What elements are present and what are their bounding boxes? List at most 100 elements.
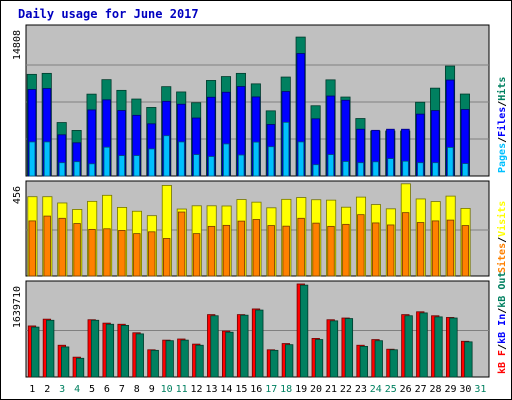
hits-bar-pages [58,162,66,177]
kbytes-bar-kb-out [389,349,398,378]
visits-bar-sites [282,225,290,277]
hits-bar-pages [417,162,424,177]
hits-bar-pages [88,163,96,177]
kbytes-bar-kb-out [285,344,294,378]
hits-bar-pages [372,161,379,177]
visits-bar-sites [401,212,410,277]
kbytes-bar-kb-out [135,333,144,378]
kbytes-legend-item-0: kB F [497,350,508,374]
hits-legend-item-0: Pages [497,143,508,173]
visits-bar-sites [192,233,201,277]
visits-bar-sites [88,228,96,277]
x-tick-label: 6 [104,384,110,395]
kbytes-bar-kb-out [180,339,189,378]
visits-bar-sites [237,220,246,277]
visits-bar-sites [207,225,216,277]
hits-legend: Pages/Files/Hits [496,77,508,173]
hits-bar-pages [208,156,215,177]
x-tick-label: 28 [430,384,442,395]
hits-legend-item-2: Files [496,107,508,137]
x-tick-label: 21 [325,384,337,395]
hits-ymax-label: 14808 [12,30,23,60]
x-tick-label: 20 [310,384,322,395]
visits-bar-sites [177,211,186,277]
x-tick-label: 27 [415,384,427,395]
visits-bar-sites [312,222,320,277]
visits-bar-sites [297,217,305,277]
kbytes-bar-kb-out [359,345,368,378]
kbytes-bar-kb-out [105,323,115,378]
kbytes-bar-kb-out [449,317,458,378]
kbytes-bar-kb-out [344,318,354,378]
kbytes-bar-kb-out [255,309,264,378]
kbytes-bar-kb-out [75,357,85,378]
visits-bar-sites [58,217,66,277]
hits-bar-pages [327,154,335,177]
x-tick-label: 13 [205,384,217,395]
hits-legend-item-4: Hits [496,77,508,101]
visits-bar-sites [118,229,126,277]
hits-bar-pages [312,164,320,177]
x-tick-label: 24 [370,384,382,395]
x-tick-label: 23 [355,384,367,395]
kbytes-legend-item-4: kB Out [497,272,508,308]
hits-bar-pages [73,161,81,177]
kbytes-bar-kb-out [434,316,443,378]
kbytes-bar-kb-out [90,319,100,378]
kbytes-bar-kb-out [165,340,174,378]
x-tick-label: 7 [119,384,125,395]
x-tick-label: 25 [385,384,397,395]
visits-bar-sites [446,219,455,277]
hits-bar-pages [118,155,125,177]
visits-bar-sites [372,222,380,277]
kbytes-bar-kb-out [150,349,159,378]
kbytes-bar-kb-out [31,326,40,378]
x-tick-label: 1 [29,384,35,395]
hits-bar-pages [267,146,275,177]
visits-legend-item-1: / [497,237,508,243]
hits-bar-pages [163,135,170,177]
kbytes-ymax-label: 1639710 [12,286,23,328]
hits-bar-pages [462,163,469,177]
kbytes-legend-item-3: / [497,308,508,314]
x-tick-label: 15 [235,384,247,395]
x-tick-label: 31 [474,384,486,395]
x-tick-label: 12 [191,384,203,395]
hits-bar-pages [297,141,305,177]
kbytes-bar-kb-out [329,320,339,378]
x-tick-label: 11 [176,384,188,395]
visits-bar-sites [222,224,231,277]
hits-bar-pages [252,141,260,177]
hits-bar-pages [432,162,439,177]
x-tick-label: 3 [59,384,65,395]
visits-bar-sites [342,223,350,277]
hits-legend-item-3: / [497,101,508,107]
kbytes-bar-kb-out [120,324,130,378]
kbytes-bar-kb-out [419,312,428,378]
visits-bar-sites [148,231,156,277]
x-tick-label: 9 [149,384,155,395]
kbytes-bar-kb-out [61,346,70,378]
visits-bar-sites [267,225,275,277]
visits-bar-sites [387,224,395,277]
chart-title: Daily usage for June 2017 [18,7,199,21]
visits-bar-sites [43,215,51,277]
hits-bar-pages [148,148,155,177]
x-tick-label: 2 [44,384,50,395]
hits-legend-item-1: / [497,137,508,143]
x-tick-label: 14 [220,384,232,395]
visits-bar-sites [103,228,111,277]
visits-legend: Sites/Visits [496,201,508,273]
x-tick-label: 18 [280,384,292,395]
visits-legend-item-0: Sites [496,243,508,273]
visits-bar-sites [416,222,425,277]
hits-bar-pages [237,154,245,177]
kbytes-bar-kb-out [225,331,234,378]
visits-bar-sites [73,223,81,277]
x-tick-label: 17 [265,384,277,395]
kbytes-bar-kb-out [374,340,383,378]
hits-bar-pages [447,147,454,177]
